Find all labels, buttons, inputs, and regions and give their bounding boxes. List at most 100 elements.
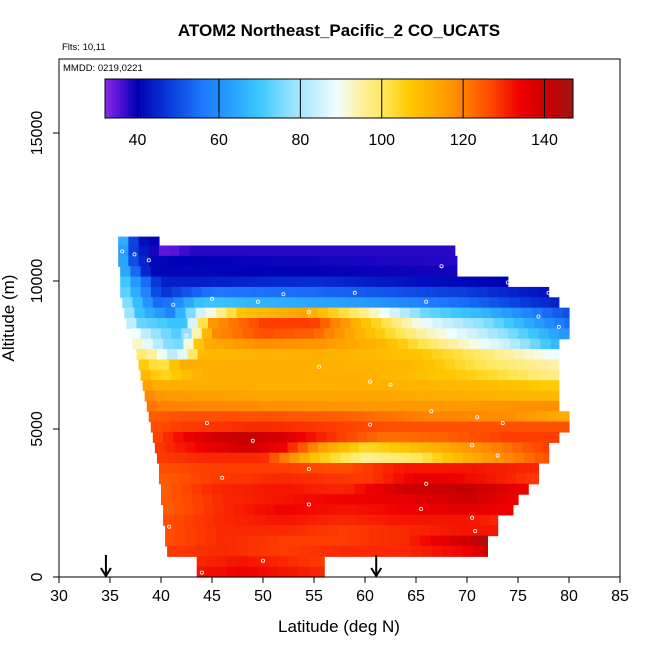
heatmap-cell: [536, 463, 539, 474]
heatmap-cell: [138, 236, 150, 247]
heatmap-cell: [426, 266, 437, 278]
heatmap-cell: [244, 504, 256, 516]
heatmap-cell: [371, 452, 382, 464]
heatmap-cell: [503, 349, 515, 361]
heatmap-cell: [173, 338, 185, 350]
heatmap-cell: [201, 266, 213, 278]
heatmap-cell: [152, 297, 164, 309]
x-tick-label: 75: [509, 588, 527, 605]
sample-point: [500, 421, 505, 426]
heatmap-cell: [279, 318, 291, 329]
heatmap-cell: [375, 483, 386, 495]
heatmap-cell: [456, 286, 468, 298]
heatmap-cell: [332, 359, 344, 371]
heatmap-cell: [316, 431, 327, 443]
heatmap-cell: [409, 442, 421, 454]
heatmap-cell: [350, 400, 362, 412]
heatmap-cell: [242, 286, 254, 298]
heatmap-cell: [440, 535, 452, 547]
heatmap-cell: [169, 463, 180, 474]
heatmap-cell: [534, 400, 546, 412]
heatmap-cell: [340, 545, 352, 557]
heatmap-cell: [365, 494, 376, 506]
heatmap-cell: [242, 494, 254, 506]
heatmap-cell: [362, 255, 374, 267]
heatmap-cell: [205, 525, 217, 537]
heatmap-cell: [356, 431, 368, 443]
heatmap-cell: [185, 307, 197, 319]
heatmap-cell: [214, 504, 225, 516]
heatmap-cell: [336, 504, 348, 516]
heatmap-cell: [552, 307, 564, 319]
heatmap-cell: [314, 276, 325, 288]
heatmap-cell: [334, 286, 346, 298]
heatmap-cell: [399, 535, 411, 547]
heatmap-cell: [175, 390, 187, 402]
heatmap-cell: [201, 483, 213, 495]
heatmap-cell: [227, 566, 239, 578]
heatmap-cell: [199, 473, 211, 485]
heatmap-cell: [471, 307, 482, 319]
heatmap-cell: [199, 359, 211, 371]
heatmap-cell: [252, 483, 264, 495]
heatmap-cell: [395, 276, 407, 288]
heatmap-cell: [358, 535, 370, 547]
x-tick-label: 40: [152, 588, 170, 605]
heatmap-cell: [332, 245, 344, 257]
heatmap-cell: [479, 380, 491, 392]
heatmap-cell: [367, 338, 378, 350]
colorbar: 40 60 80 100 120 140: [104, 78, 574, 149]
heatmap-cell: [483, 545, 488, 557]
heatmap-cell: [566, 411, 570, 423]
heatmap-cell: [383, 463, 395, 474]
heatmap-cell: [326, 297, 338, 309]
heatmap-cell: [424, 359, 435, 371]
heatmap-cell: [277, 307, 289, 319]
heatmap-cell: [475, 463, 486, 474]
heatmap-cell: [473, 452, 484, 464]
heatmap-cell: [544, 318, 556, 329]
heatmap-cell: [436, 266, 448, 278]
heatmap-cell: [316, 297, 327, 309]
heatmap-cell: [511, 442, 523, 454]
heatmap-cell: [118, 255, 129, 267]
heatmap-cell: [365, 276, 376, 288]
heatmap-cell: [375, 266, 386, 278]
heatmap-cell: [393, 359, 405, 371]
heatmap-cell: [352, 463, 364, 474]
heatmap-cell: [346, 431, 358, 443]
heatmap-cell: [193, 514, 205, 526]
heatmap-cell: [456, 421, 468, 433]
heatmap-cell: [305, 431, 317, 443]
heatmap-cell: [458, 338, 470, 350]
heatmap-cell: [230, 463, 242, 474]
heatmap-cell: [422, 349, 433, 361]
heatmap-cell: [405, 286, 417, 298]
heatmap-cell: [265, 338, 276, 350]
heatmap-cell: [367, 431, 378, 443]
heatmap-cell: [491, 442, 503, 454]
heatmap-cell: [291, 463, 303, 474]
heatmap-cell: [344, 266, 356, 278]
heatmap-cell: [207, 400, 219, 412]
colorbar-gradient: [105, 79, 573, 118]
heatmap-cell: [354, 286, 366, 298]
heatmap-cell: [291, 473, 303, 485]
heatmap-cell: [403, 359, 415, 371]
heatmap-cell: [181, 286, 193, 298]
heatmap-cell: [205, 390, 217, 402]
heatmap-cell: [158, 245, 170, 257]
sample-point: [306, 310, 311, 315]
heatmap-cell: [258, 349, 270, 361]
heatmap-cell: [550, 380, 560, 392]
heatmap-cell: [252, 286, 264, 298]
heatmap-cell: [287, 390, 299, 402]
heatmap-cell: [450, 442, 462, 454]
heatmap-cell: [326, 514, 338, 526]
heatmap-cell: [165, 307, 176, 319]
heatmap-cell: [391, 349, 403, 361]
heatmap-cell: [399, 307, 411, 319]
heatmap-cell: [209, 463, 221, 474]
heatmap-cell: [407, 504, 419, 516]
heatmap-cell: [330, 318, 342, 329]
